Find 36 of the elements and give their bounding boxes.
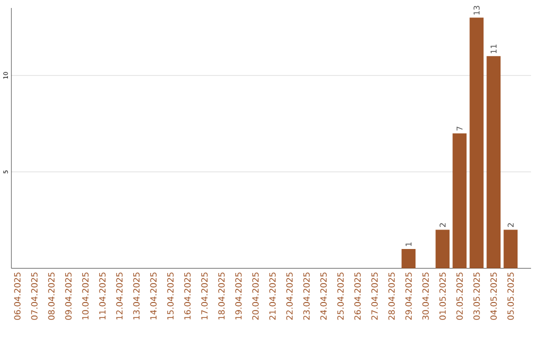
x-tick-label: 20.04.2025 [252, 272, 259, 320]
x-tick-label: 30.04.2025 [422, 272, 429, 320]
x-tick-label: 13.04.2025 [133, 272, 140, 320]
bar [436, 230, 450, 268]
x-tick-label: 01.05.2025 [439, 272, 446, 320]
x-tick-label: 07.04.2025 [31, 272, 38, 320]
x-tick-label: 16.04.2025 [184, 272, 191, 320]
x-tick-label: 02.05.2025 [456, 272, 463, 320]
x-tick-label: 24.04.2025 [320, 272, 327, 320]
x-tick-label: 06.04.2025 [14, 272, 21, 320]
x-tick-label: 11.04.2025 [99, 272, 106, 320]
x-tick-label: 29.04.2025 [405, 272, 412, 320]
x-tick-label: 04.05.2025 [490, 272, 497, 320]
x-tick-label: 14.04.2025 [150, 272, 157, 320]
bar [452, 133, 467, 268]
x-tick-label: 18.04.2025 [218, 272, 225, 320]
x-tick-label: 15.04.2025 [167, 272, 174, 320]
x-tick-label: 03.05.2025 [473, 272, 480, 320]
x-tick-label: 26.04.2025 [354, 272, 361, 320]
bar [470, 18, 484, 268]
x-tick-label: 23.04.2025 [303, 272, 310, 320]
x-tick-label: 28.04.2025 [388, 272, 395, 320]
x-tick-label: 12.04.2025 [116, 272, 123, 320]
x-tick-label: 10.04.2025 [82, 272, 89, 320]
bar [486, 56, 501, 268]
x-tick-label: 22.04.2025 [286, 272, 293, 320]
x-tick-label: 19.04.2025 [235, 272, 242, 320]
x-tick-label: 27.04.2025 [371, 272, 378, 320]
x-tick-label: 09.04.2025 [65, 272, 72, 320]
x-tick-label: 08.04.2025 [48, 272, 55, 320]
x-tick-label: 17.04.2025 [201, 272, 208, 320]
x-tick-label: 21.04.2025 [269, 272, 276, 320]
x-tick-label: 25.04.2025 [337, 272, 344, 320]
x-tick-label: 05.05.2025 [507, 272, 514, 320]
bar [402, 248, 416, 268]
bar [504, 230, 518, 268]
